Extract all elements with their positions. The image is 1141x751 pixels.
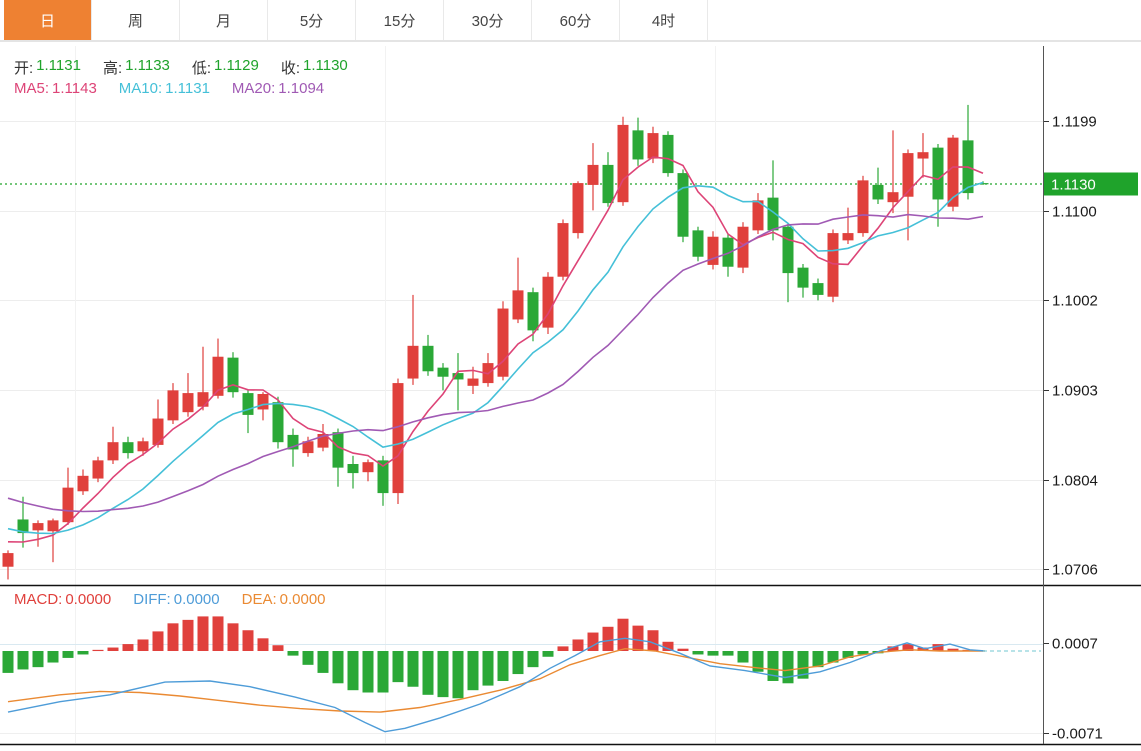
svg-text:1.1130: 1.1130	[1051, 177, 1096, 194]
macd-value: 0.0000	[65, 591, 112, 608]
ma10-value: 1.1131	[165, 80, 210, 97]
ma5-line	[7, 156, 984, 543]
macd-label: MACD:	[14, 591, 63, 608]
close-label: 收:	[280, 60, 300, 77]
close-value: 1.1130	[302, 57, 348, 74]
high-label: 高:	[102, 60, 123, 77]
ma20-line	[7, 213, 984, 513]
dea-line	[7, 647, 985, 713]
open-readout: 开: 1.1131	[14, 57, 81, 78]
macd-legend: MACD: 0.0000 DIFF: 0.0000 DEA: 0.0000	[14, 591, 326, 608]
macd-panel	[0, 616, 1043, 734]
current-price-tag	[1044, 172, 1138, 196]
high-value: 1.1133	[125, 57, 170, 74]
diff-label: DIFF:	[133, 591, 171, 608]
ma5-label: MA5:	[14, 80, 50, 97]
low-value: 1.1129	[214, 57, 259, 74]
diff-line	[7, 637, 986, 733]
ma20-value: 1.1094	[278, 80, 325, 97]
timeframe-tab-1[interactable]: 周	[92, 0, 180, 40]
low-readout: 低: 1.1129	[192, 57, 259, 78]
timeframe-tab-6[interactable]: 60分	[532, 0, 620, 40]
timeframe-tab-7[interactable]: 4时	[620, 0, 708, 40]
candles	[2, 104, 989, 580]
ohlc-legend: 开: 1.1131 高: 1.1133 低: 1.1129 收: 1.1130	[14, 57, 348, 78]
dea-readout: DEA: 0.0000	[242, 591, 326, 608]
dea-value: 0.0000	[279, 591, 326, 608]
svg-text:1.0903: 1.0903	[1052, 383, 1098, 400]
svg-text:1.0804: 1.0804	[1052, 473, 1098, 490]
svg-text:1.1002: 1.1002	[1052, 293, 1098, 310]
timeframe-tab-3[interactable]: 5分	[268, 0, 356, 40]
price-panel	[0, 104, 1043, 580]
svg-text:-0.0071: -0.0071	[1052, 726, 1103, 743]
low-label: 低:	[191, 60, 212, 77]
ma10-legend: MA10: 1.1131	[119, 80, 210, 97]
open-value: 1.1131	[36, 57, 81, 74]
svg-text:1.1199: 1.1199	[1052, 114, 1097, 131]
svg-text:0.0007: 0.0007	[1052, 636, 1098, 653]
ma10-label: MA10:	[118, 80, 163, 97]
timeframe-tab-2[interactable]: 月	[180, 0, 268, 40]
ma10-line	[7, 181, 984, 535]
diff-value: 0.0000	[173, 591, 220, 608]
close-readout: 收: 1.1130	[281, 57, 348, 78]
svg-text:1.0706: 1.0706	[1052, 562, 1098, 579]
macd-readout: MACD: 0.0000	[14, 591, 111, 608]
ma5-value: 1.1143	[52, 80, 97, 97]
svg-text:1.1100: 1.1100	[1052, 204, 1097, 221]
price-axis: 1.1199 1.1100 1.1002 1.0903 1.0804 1.0706 1.11…	[1043, 114, 1138, 743]
high-readout: 高: 1.1133	[103, 57, 170, 78]
ma20-label: MA20:	[231, 80, 276, 97]
macd-histogram	[2, 616, 974, 699]
ma-legend: MA5: 1.1143 MA10: 1.1131 MA20: 1.1094	[14, 80, 324, 97]
ma20-legend: MA20: 1.1094	[232, 80, 324, 97]
dea-label: DEA:	[241, 591, 277, 608]
timeframe-tab-0[interactable]: 日	[4, 0, 92, 40]
timeframe-tab-5[interactable]: 30分	[444, 0, 532, 40]
timeframe-tab-4[interactable]: 15分	[356, 0, 444, 40]
ma5-legend: MA5: 1.1143	[14, 80, 97, 97]
open-label: 开:	[14, 60, 34, 77]
diff-readout: DIFF: 0.0000	[133, 591, 219, 608]
timeframe-tabbar: 日周月 5分 15分 30分 60分 4时	[0, 0, 1141, 42]
